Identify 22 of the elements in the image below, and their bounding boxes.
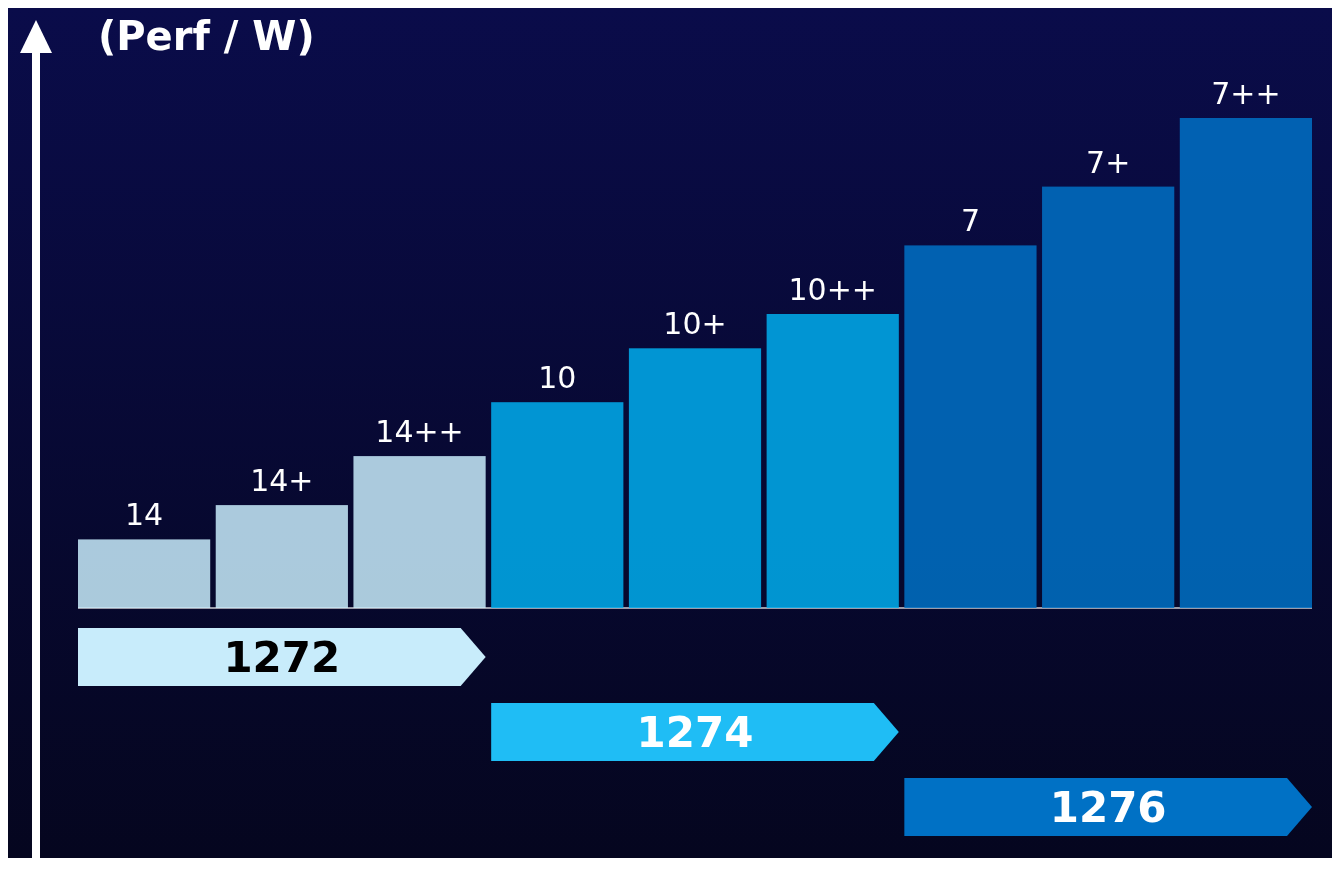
arrow-banner: 1272 [78, 628, 486, 686]
x-tick-label: 14 [125, 497, 164, 533]
x-tick-label: 14++ [375, 414, 464, 450]
x-tick-label: 10++ [788, 272, 877, 307]
bar [1179, 118, 1312, 608]
y-axis-title: (Perf / W) [98, 13, 315, 59]
x-tick-label: 7+ [1086, 144, 1131, 180]
bar [491, 402, 624, 608]
bar [904, 245, 1037, 608]
arrow-banner: 1276 [904, 778, 1312, 836]
bar [78, 539, 211, 608]
x-tick-label: 7++ [1211, 76, 1281, 111]
bar [353, 456, 486, 608]
x-tick-label: 10+ [663, 306, 727, 342]
bar [215, 505, 348, 608]
x-tick-label: 7 [960, 203, 980, 239]
x-tick-label: 14+ [250, 463, 314, 499]
bar [766, 314, 899, 608]
bar [1042, 186, 1175, 608]
bar [628, 348, 762, 608]
x-tick-label: 10 [538, 360, 577, 396]
arrow-banner: 1274 [491, 703, 899, 761]
